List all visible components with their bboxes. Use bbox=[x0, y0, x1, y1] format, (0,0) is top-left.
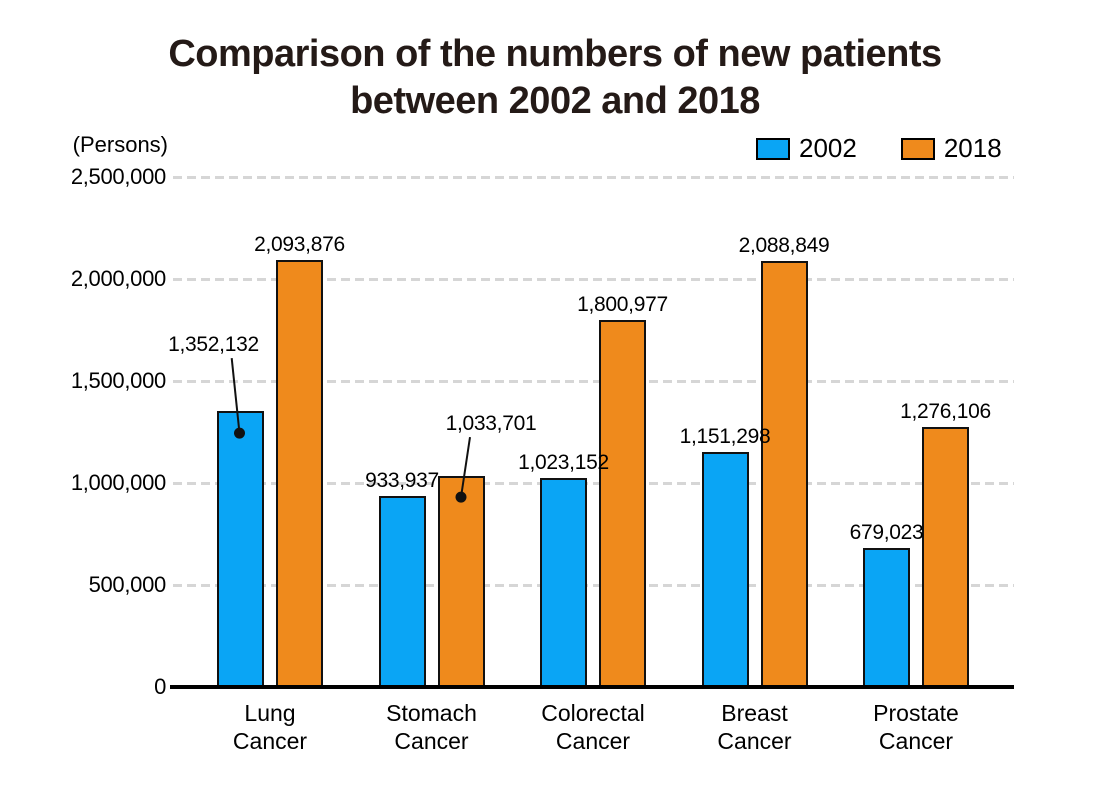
x-axis-category-label-breast-cancer: Breast Cancer bbox=[670, 699, 840, 755]
value-label-2018-lung-cancer: 2,093,876 bbox=[254, 232, 345, 256]
x-axis-line bbox=[170, 685, 1014, 689]
value-label-2018-colorectal-cancer: 1,800,977 bbox=[577, 292, 668, 316]
value-label-2018-breast-cancer: 2,088,849 bbox=[738, 233, 830, 257]
category-label-line: Cancer bbox=[555, 728, 631, 754]
y-tick-label-0: 0 bbox=[154, 674, 166, 699]
value-label-2002-lung-cancer: 1,352,132 bbox=[168, 333, 259, 357]
value-label-2002-prostate-cancer: 679,023 bbox=[849, 521, 924, 545]
value-label-2002-colorectal-cancer: 1,023,152 bbox=[518, 451, 609, 475]
legend-item-2002: 2002 bbox=[756, 133, 857, 164]
x-axis-category-label-lung-cancer: Lung Cancer bbox=[185, 699, 355, 755]
legend-item-2018: 2018 bbox=[900, 133, 1002, 164]
category-label-line: Breast bbox=[721, 700, 788, 726]
bar-2018-lung-cancer bbox=[276, 259, 323, 687]
y-tick-label-2,000,000: 2,000,000 bbox=[70, 266, 166, 291]
y-tick-label-2,500,000: 2,500,000 bbox=[70, 164, 166, 189]
y-tick-label-1,000,000: 1,000,000 bbox=[70, 470, 166, 495]
bar-2018-prostate-cancer bbox=[922, 426, 969, 687]
legend-label-2002: 2002 bbox=[799, 133, 857, 163]
category-label-line: Cancer bbox=[878, 728, 954, 754]
category-label-line: Cancer bbox=[232, 728, 308, 754]
value-label-2018-stomach-cancer: 1,033,701 bbox=[445, 412, 537, 436]
category-label-line: Colorectal bbox=[541, 700, 645, 726]
x-axis-category-label-colorectal-cancer: Colorectal Cancer bbox=[508, 699, 678, 755]
value-label-2002-stomach-cancer: 933,937 bbox=[365, 469, 439, 493]
gridline-500,000 bbox=[173, 583, 1014, 587]
gridline-1,000,000 bbox=[173, 481, 1014, 485]
chart-title-line-1: Comparison of the numbers of new patient… bbox=[168, 33, 942, 75]
legend: 2002 2018 bbox=[756, 133, 1002, 164]
value-label-2002-breast-cancer: 1,151,298 bbox=[679, 425, 771, 449]
category-label-line: Lung bbox=[244, 700, 296, 726]
x-axis-category-label-stomach-cancer: Stomach Cancer bbox=[347, 699, 517, 755]
y-tick-label-1,500,000: 1,500,000 bbox=[70, 368, 166, 393]
bar-2002-breast-cancer bbox=[701, 452, 749, 687]
bar-2018-breast-cancer bbox=[760, 260, 808, 687]
legend-label-2018: 2018 bbox=[943, 133, 1002, 163]
value-label-2018-prostate-cancer: 1,276,106 bbox=[900, 399, 991, 423]
y-axis-unit-label: (Persons) bbox=[72, 132, 168, 157]
gridline-2,000,000 bbox=[173, 277, 1014, 281]
gridline-1,500,000 bbox=[173, 379, 1014, 383]
chart-title: Comparison of the numbers of new patient… bbox=[0, 31, 1110, 125]
gridline-2,500,000 bbox=[173, 175, 1014, 179]
chart-title-line-2: between 2002 and 2018 bbox=[350, 80, 760, 122]
bar-2002-stomach-cancer bbox=[378, 496, 426, 687]
legend-swatch-2018 bbox=[900, 137, 935, 160]
category-label-line: Cancer bbox=[717, 728, 792, 754]
bar-2018-stomach-cancer bbox=[437, 476, 485, 687]
bar-2018-colorectal-cancer bbox=[599, 319, 646, 687]
bar-2002-colorectal-cancer bbox=[540, 478, 587, 687]
y-tick-label-500,000: 500,000 bbox=[88, 572, 167, 597]
bar-2002-prostate-cancer bbox=[863, 548, 910, 687]
bar-2002-lung-cancer bbox=[217, 411, 264, 687]
category-label-line: Prostate bbox=[873, 700, 959, 726]
category-label-line: Cancer bbox=[394, 728, 469, 754]
legend-swatch-2002 bbox=[756, 137, 790, 160]
x-axis-category-label-prostate-cancer: Prostate Cancer bbox=[831, 699, 1001, 755]
category-label-line: Stomach bbox=[386, 700, 477, 726]
